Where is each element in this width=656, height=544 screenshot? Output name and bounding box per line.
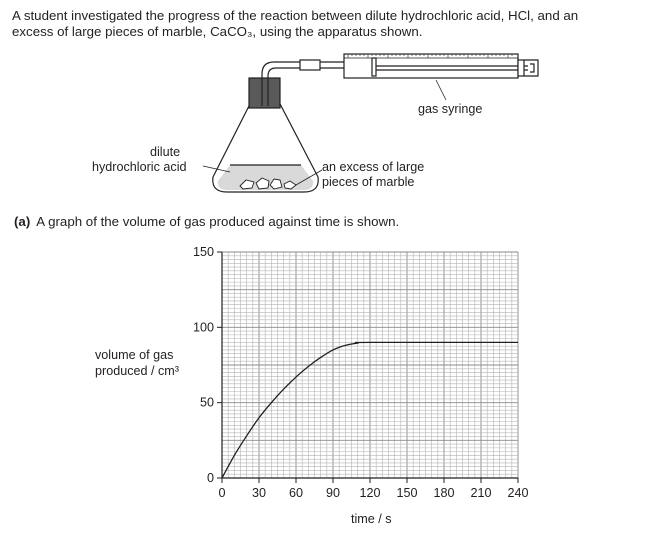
acid-leader — [202, 165, 231, 173]
stopper — [248, 77, 281, 109]
syringe-leader — [435, 79, 447, 101]
syringe-plunger-head — [371, 57, 377, 77]
part-a-number: (a) — [14, 214, 31, 229]
x-axis-label: time / s — [351, 512, 392, 526]
y-axis-label-line2: produced / cm³ — [95, 364, 179, 378]
question-intro: A student investigated the progress of t… — [12, 8, 648, 40]
y-tick-label: 0 — [207, 471, 214, 485]
acid-label-line1: dilute — [150, 145, 181, 159]
y-tick-label: 100 — [193, 320, 214, 334]
y-tick-label: 150 — [193, 245, 214, 259]
marble-label-line2: pieces of marble — [322, 175, 415, 189]
x-tick-label: 90 — [326, 486, 340, 500]
delivery-tube — [261, 61, 345, 106]
graph-tick-labels: 0 30 60 90 120 150 180 210 240 0 50 100 150 — [193, 245, 529, 500]
x-tick-label: 240 — [507, 486, 528, 500]
x-tick-label: 210 — [470, 486, 491, 500]
tube-connector — [299, 59, 321, 71]
syringe-scale — [347, 54, 513, 58]
gas-syringe-label: gas syringe — [418, 102, 483, 116]
x-tick-label: 0 — [218, 486, 225, 500]
y-tick-label: 50 — [200, 396, 214, 410]
acid-label-line2: hydrochloric acid — [92, 160, 187, 174]
y-axis-label-line1: volume of gas — [95, 348, 174, 362]
x-tick-label: 30 — [252, 486, 266, 500]
marble-pieces — [239, 177, 297, 190]
marble-label-line1: an excess of large — [322, 160, 425, 174]
graph-grid — [221, 251, 519, 479]
x-tick-label: 120 — [359, 486, 380, 500]
part-a-text: A graph of the volume of gas produced ag… — [36, 214, 400, 229]
syringe-handle — [524, 59, 539, 77]
volume-time-curve — [221, 341, 519, 479]
x-tick-label: 150 — [396, 486, 417, 500]
apparatus-diagram — [202, 53, 539, 193]
intro-line-2: excess of large pieces of marble, CaCO₃,… — [12, 24, 423, 39]
marble-leader — [295, 169, 323, 186]
intro-line-1: A student investigated the progress of t… — [12, 8, 579, 23]
part-a: (a) A graph of the volume of gas produced… — [14, 214, 399, 229]
syringe-plunger-end — [517, 59, 525, 77]
x-tick-label: 60 — [289, 486, 303, 500]
graph-axes — [217, 251, 519, 483]
x-tick-label: 180 — [433, 486, 454, 500]
